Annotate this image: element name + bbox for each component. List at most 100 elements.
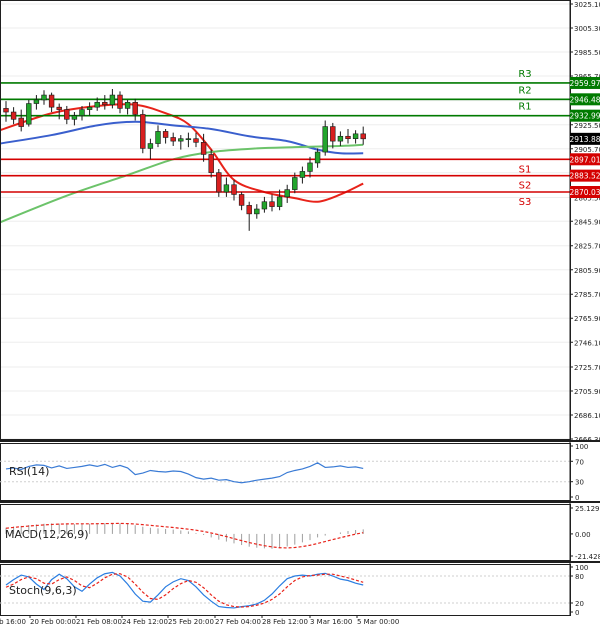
candle-body <box>216 172 222 193</box>
rsi-label: RSI(14) <box>9 465 49 478</box>
rsi-panel: RSI(14) 100 70 30 0 <box>0 443 588 502</box>
price-tick-label: 3005.30 <box>574 25 600 33</box>
time-label: 28 Feb 12:00 <box>262 618 308 626</box>
candle-body <box>162 131 169 138</box>
price-tick-label: 2765.90 <box>574 315 600 323</box>
level-price-label: 2932.99 <box>569 112 600 121</box>
candle-body <box>79 109 85 116</box>
stoch-d-line <box>5 573 364 608</box>
price-tick-label: 2905.70 <box>574 146 600 154</box>
candle-body <box>307 162 313 172</box>
candle-body <box>238 194 245 206</box>
candle-body <box>193 138 199 143</box>
rsi-line <box>5 462 364 484</box>
candle-body <box>185 138 192 140</box>
candle-body <box>117 94 123 109</box>
candle-body <box>178 138 184 142</box>
level-price-tag <box>570 153 600 166</box>
last-price-label: 2913.88 <box>569 135 600 144</box>
level-price-label: 2946.48 <box>569 95 600 104</box>
level-name-r3: R3 <box>518 69 531 80</box>
level-price-label: 2959.97 <box>569 79 600 88</box>
level-labels: R3 2959.97 R2 2946.48 R1 2932.99 S1 2897.01 S2 28… <box>518 69 600 208</box>
candle-body <box>109 94 116 106</box>
level-price-label: 2883.52 <box>569 172 600 181</box>
candle-body <box>124 102 131 109</box>
candle-body <box>140 114 146 149</box>
candle-body <box>86 106 93 110</box>
level-name-r1: R1 <box>518 102 531 113</box>
candle-body <box>345 135 351 139</box>
candles <box>3 88 366 231</box>
price-tick-label: 3025.10 <box>574 1 600 9</box>
price-tick-label: 2985.50 <box>574 49 600 57</box>
candle-body <box>314 151 321 164</box>
candle-body <box>200 142 207 155</box>
time-label: 19 Feb 16:00 <box>0 618 26 626</box>
candle-body <box>330 126 336 142</box>
stoch-label: Stoch(9,6,3) <box>9 584 77 597</box>
indicator-axis-label: 100 <box>575 564 588 572</box>
candle-body <box>10 111 17 120</box>
indicator-axis-label: 0 <box>575 494 579 502</box>
candle-body <box>276 196 283 207</box>
time-label: 21 Feb 08:00 <box>76 618 122 626</box>
level-name-r2: R2 <box>518 85 531 96</box>
level-price-tag <box>570 93 600 106</box>
candle-body <box>292 177 298 190</box>
level-name-s2: S2 <box>519 181 532 192</box>
macd-label: MACD(12,26,9) <box>5 528 89 541</box>
time-label: 25 Feb 20:00 <box>168 618 214 626</box>
price-tick-label: 2825.70 <box>574 243 600 251</box>
price-tick-label: 2805.90 <box>574 267 600 275</box>
candle-body <box>246 205 252 215</box>
level-name-s3: S3 <box>519 197 532 208</box>
candle-body <box>3 108 9 113</box>
time-label: 5 Mar 00:00 <box>357 618 399 626</box>
candle-body <box>254 208 260 215</box>
candle-body <box>102 102 108 106</box>
time-label: 27 Feb 04:00 <box>215 618 261 626</box>
indicator-axis-label: 0.00 <box>575 531 591 539</box>
indicator-axis-label: 25.129 <box>575 505 600 513</box>
level-price-tag <box>570 76 600 89</box>
candle-body <box>48 94 55 108</box>
level-price-tag <box>570 186 600 199</box>
candle-body <box>284 189 290 198</box>
price-tick-label: 2925.50 <box>574 122 600 130</box>
level-price-label: 2897.01 <box>569 155 600 164</box>
price-tick-label: 2845.90 <box>574 218 600 226</box>
candle-body <box>223 184 230 193</box>
candle-body <box>64 109 70 120</box>
level-price-label: 2870.03 <box>569 188 600 197</box>
pivot-levels <box>0 82 570 193</box>
indicator-axis-label: 100 <box>575 443 588 451</box>
price-tick-label: 2725.70 <box>574 364 600 372</box>
time-label: 3 Mar 16:00 <box>310 618 352 626</box>
macd-signal-line <box>5 522 364 549</box>
last-price-tag <box>570 132 600 145</box>
candle-body <box>33 99 40 104</box>
candle-body <box>170 137 176 142</box>
level-price-tag <box>570 169 600 182</box>
candle-body <box>147 143 154 149</box>
candle-body <box>208 154 214 173</box>
price-tick-label: 2746.10 <box>574 339 600 347</box>
candle-body <box>269 201 275 207</box>
indicator-axis-label: 80 <box>575 573 584 581</box>
time-label: 24 Feb 12:00 <box>122 618 168 626</box>
price-tick-label: 2666.30 <box>574 436 600 444</box>
candle-body <box>337 135 344 142</box>
candle-body <box>299 171 306 178</box>
stoch-k-line <box>5 571 364 609</box>
candle-body <box>56 106 62 110</box>
candle-body <box>18 117 24 127</box>
macd-panel: MACD(12,26,9) 25.129 0.00 -21.428 <box>5 505 600 561</box>
price-tick-label: 2686.10 <box>574 412 600 420</box>
candle-body <box>26 103 32 125</box>
indicator-axis-label: 70 <box>575 458 584 466</box>
candle-body <box>231 184 237 195</box>
